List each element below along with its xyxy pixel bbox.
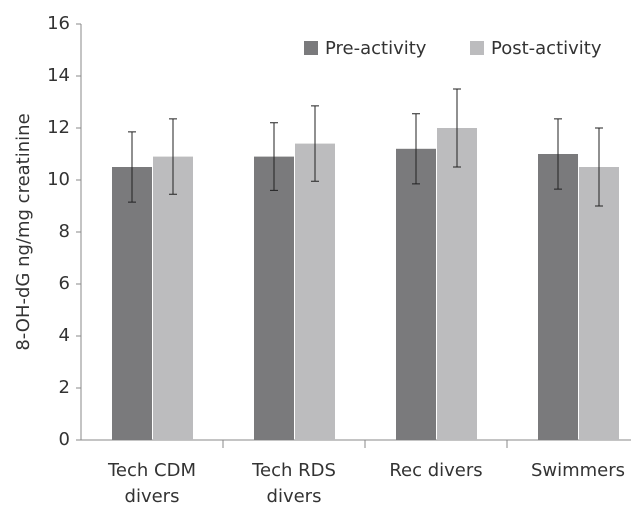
legend-label: Post-activity [491, 38, 602, 59]
error-bar [128, 131, 136, 203]
error-bar [270, 122, 278, 191]
error-bar [169, 118, 177, 195]
y-tick-label: 0 [59, 429, 70, 450]
x-tick-label: Tech RDS divers [252, 460, 336, 507]
y-tick-label: 16 [47, 13, 70, 34]
legend-label: Pre-activity [325, 38, 427, 59]
bar [254, 156, 294, 440]
legend-swatch [470, 41, 484, 55]
bar [396, 148, 436, 441]
bar [112, 167, 152, 440]
bar [538, 154, 578, 440]
x-tick-label: Rec divers [389, 460, 483, 481]
bar [579, 167, 619, 440]
error-bar [453, 88, 461, 168]
error-bar [595, 127, 603, 207]
y-tick-label: 4 [59, 325, 70, 346]
y-axis-label: 8-OH-dG ng/mg creatinine [13, 113, 34, 350]
legend-swatch [304, 41, 318, 55]
y-tick-label: 14 [47, 65, 70, 86]
x-tick-label: Swimmers [530, 460, 626, 481]
y-tick-label: 8 [59, 221, 70, 242]
y-tick-label: 10 [47, 169, 70, 190]
error-bar [554, 118, 562, 190]
error-bar [311, 105, 319, 182]
y-tick-label: 2 [59, 377, 70, 398]
y-tick-label: 12 [47, 117, 70, 138]
error-bar [412, 113, 420, 185]
y-tick-label: 6 [59, 273, 70, 294]
bar [437, 128, 477, 440]
bar [295, 143, 335, 440]
bar [153, 156, 193, 440]
x-tick-label: Tech CDM divers [108, 460, 196, 507]
